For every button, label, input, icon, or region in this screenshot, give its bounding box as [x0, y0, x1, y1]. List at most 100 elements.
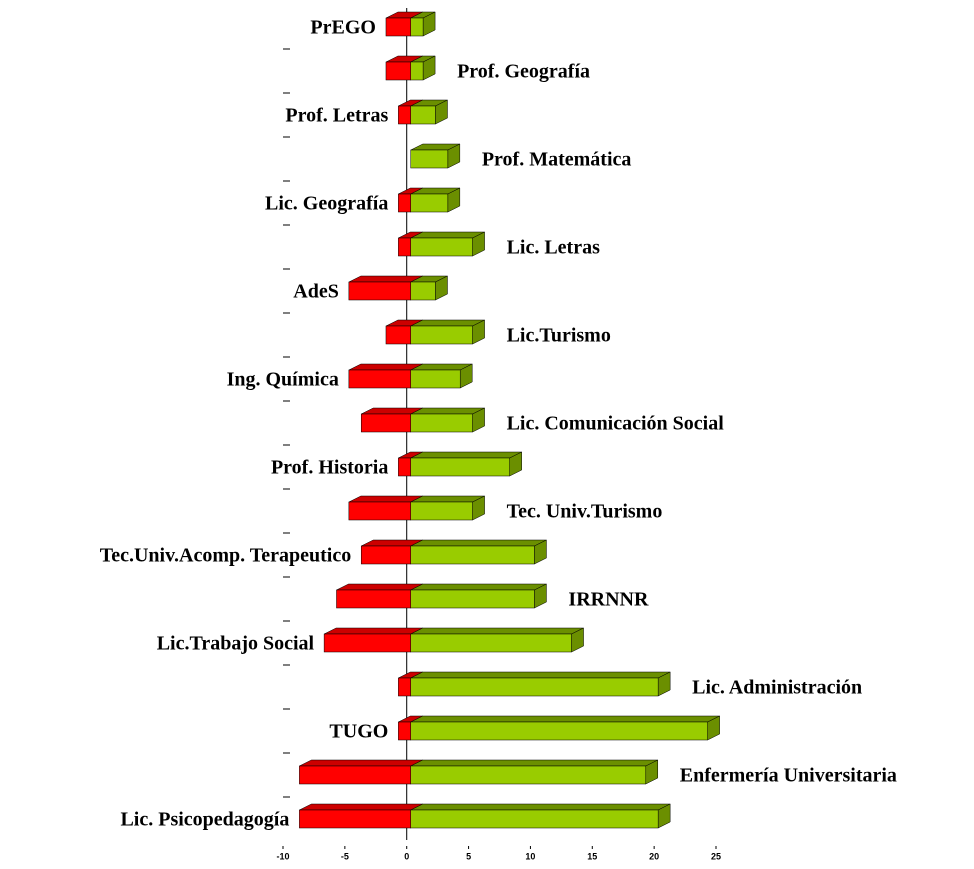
bar-face [410, 583, 547, 591]
category-label: Lic. Administración [692, 677, 862, 699]
category-label: Lic. Psicopedagogía [120, 809, 289, 831]
bar [410, 187, 461, 213]
bar [336, 583, 423, 609]
bar [299, 803, 423, 829]
x-tick-label: 20 [649, 851, 659, 861]
category-label: Prof. Letras [285, 105, 388, 127]
bar-face [323, 633, 411, 653]
bar-face [410, 369, 461, 389]
bar [410, 143, 461, 169]
bar-face [410, 407, 485, 415]
bar-face [348, 275, 423, 283]
bar-face [410, 589, 535, 609]
bar-face [324, 627, 423, 635]
bar-face [348, 495, 423, 503]
category-label: Lic. Letras [507, 237, 601, 259]
category-label: Tec. Univ.Turismo [507, 501, 663, 523]
bar-face [299, 803, 423, 811]
bar-face [385, 325, 411, 345]
bar-face [410, 545, 535, 565]
bar [410, 407, 485, 433]
bar-face [398, 193, 411, 213]
x-tick-label: 10 [525, 851, 535, 861]
bar-face [348, 281, 411, 301]
bar [410, 495, 485, 521]
category-label: Ing. Química [227, 369, 339, 391]
bar-face [398, 105, 411, 125]
bar-face [410, 809, 659, 829]
bar-face [410, 633, 572, 653]
category-label: PrEGO [310, 17, 376, 39]
bar [299, 759, 423, 785]
bar-face [410, 759, 658, 767]
x-tick-label: 5 [466, 851, 471, 861]
bar-face [410, 149, 449, 169]
bar-face [410, 539, 547, 547]
category-label: Prof. Historia [271, 457, 388, 479]
bar [323, 627, 423, 653]
bar [410, 451, 522, 477]
bar-face [360, 413, 411, 433]
bar-face [348, 363, 423, 371]
category-label: AdeS [293, 281, 339, 303]
bar [410, 803, 671, 829]
category-label: Prof. Geografía [457, 61, 590, 83]
category-label: Lic. Geografía [265, 193, 388, 215]
bar-face [410, 281, 436, 301]
x-tick-label: 15 [587, 851, 597, 861]
category-label: Lic.Turismo [507, 325, 611, 347]
bar-face [410, 413, 473, 433]
bar-face [410, 495, 485, 503]
x-tick-label: -5 [341, 851, 349, 861]
bar-face [385, 17, 411, 37]
bar [410, 715, 720, 741]
bar-face [410, 677, 659, 697]
bar [410, 99, 448, 125]
category-label: Prof. Matemática [482, 149, 632, 171]
bar-face [299, 759, 423, 767]
bar-face [410, 457, 510, 477]
bar [410, 231, 485, 257]
bar [410, 319, 485, 345]
bar-face [348, 501, 411, 521]
bar-face [398, 237, 411, 257]
category-label: TUGO [329, 721, 388, 743]
category-label: Lic.Trabajo Social [157, 633, 315, 655]
category-label: Tec.Univ.Acomp. Terapeutico [100, 545, 352, 567]
x-tick-label: -10 [276, 851, 289, 861]
bar-face [410, 501, 473, 521]
bar-face [360, 545, 411, 565]
category-label: Enfermería Universitaria [680, 765, 897, 787]
bar-face [410, 193, 449, 213]
bar-face [410, 319, 485, 327]
bar-face [299, 809, 411, 829]
bar-face [299, 765, 411, 785]
bar [410, 539, 547, 565]
bar-face [410, 765, 647, 785]
bar [410, 55, 436, 81]
x-tick-label: 0 [404, 851, 409, 861]
bar-face [410, 61, 424, 81]
bar-face [410, 627, 584, 635]
x-tick-label: 25 [711, 851, 721, 861]
bar-face [410, 803, 671, 811]
bar-face [410, 105, 436, 125]
bar-face [410, 237, 473, 257]
bar-face [410, 231, 485, 239]
bar-face [410, 721, 708, 741]
bar-face [398, 677, 411, 697]
bar [410, 363, 473, 389]
bar-face [336, 583, 423, 591]
bar-face [410, 715, 720, 723]
category-label: IRRNNR [568, 589, 649, 611]
bar-face [410, 451, 522, 459]
bar [410, 759, 659, 785]
bar [410, 11, 436, 37]
bar-face [385, 61, 411, 81]
bar-face [410, 17, 424, 37]
bar-face [398, 457, 411, 477]
bar-face [336, 589, 411, 609]
category-label: Lic. Comunicación Social [507, 413, 725, 435]
bar [410, 627, 584, 653]
